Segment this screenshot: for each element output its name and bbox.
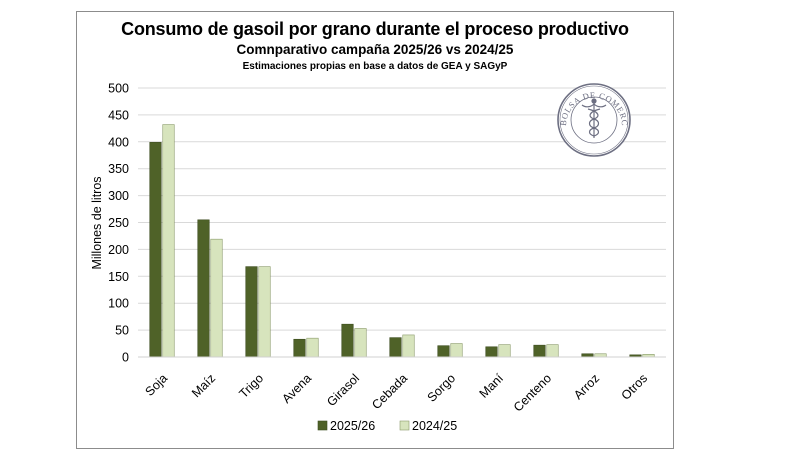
x-axis-ticks: Soja Maíz Trigo Avena Girasol Cebada Sorgo Maní… <box>143 371 651 415</box>
x-tick-label: Soja <box>143 371 171 399</box>
bar-2025-26-maní <box>485 346 498 358</box>
bar-2025-26-avena <box>293 338 306 358</box>
bar-2024-25-maíz <box>210 238 223 358</box>
x-tick-label: Sorgo <box>425 371 459 405</box>
chart-subtitle: Comnparativo campaña 2025/26 vs 2024/25 <box>236 42 514 57</box>
bar-2024-25-maní <box>498 344 511 358</box>
bar-2025-26-sorgo <box>437 345 450 358</box>
y-tick-label: 200 <box>108 243 129 257</box>
x-tick-label: Trigo <box>236 371 266 401</box>
bar-2025-26-girasol <box>341 323 354 358</box>
y-tick-label: 150 <box>108 270 129 284</box>
y-tick-label: 350 <box>108 162 129 176</box>
x-tick-label: Avena <box>279 371 314 406</box>
bar-2024-25-soja <box>162 124 175 358</box>
bar-2025-26-maíz <box>197 219 210 358</box>
bar-2024-25-sorgo <box>450 343 463 358</box>
y-tick-label: 400 <box>108 135 129 149</box>
y-tick-label: 0 <box>122 351 129 365</box>
x-tick-label: Otros <box>619 371 651 403</box>
x-tick-label: Arroz <box>571 371 602 402</box>
y-tick-label: 100 <box>108 297 129 311</box>
bar-2025-26-centeno <box>533 344 546 358</box>
legend-swatch-2025-26 <box>317 420 328 431</box>
x-tick-label: Cebada <box>369 371 410 412</box>
bar-2025-26-cebada <box>389 337 402 358</box>
bars <box>149 124 655 358</box>
seal-inner-ring <box>559 85 629 155</box>
legend: 2025/26 2024/25 <box>317 419 457 433</box>
seal-center-ring <box>570 96 618 144</box>
y-tick-label: 50 <box>115 324 129 338</box>
bar-2025-26-soja <box>149 142 162 358</box>
x-tick-label: Girasol <box>324 371 362 409</box>
legend-label-2025-26: 2025/26 <box>330 419 375 433</box>
y-tick-label: 450 <box>108 108 129 122</box>
gridlines <box>138 87 666 331</box>
y-axis-ticks: 0 50 100 150 200 250 300 350 400 450 500 <box>108 82 129 365</box>
bar-2024-25-girasol <box>354 328 367 358</box>
bar-2025-26-trigo <box>245 266 258 358</box>
legend-swatch-2024-25 <box>399 420 410 431</box>
chart-frame <box>76 11 674 449</box>
bar-2024-25-centeno <box>546 344 559 358</box>
x-tick-label: Maní <box>477 371 507 401</box>
chart-note: Estimaciones propias en base a datos de … <box>242 61 508 72</box>
y-axis-label: Millones de litros <box>90 176 104 269</box>
x-tick-label: Centeno <box>511 371 554 414</box>
chart-title: Consumo de gasoil por grano durante el p… <box>121 19 629 39</box>
bar-2024-25-avena <box>306 337 319 358</box>
y-tick-label: 250 <box>108 216 129 230</box>
bar-2024-25-cebada <box>402 334 415 358</box>
legend-label-2024-25: 2024/25 <box>412 419 457 433</box>
bolsa-comercio-seal: BOLSA DE COMERCIO DE ROSARIO <box>557 83 631 157</box>
bar-2024-25-trigo <box>258 266 271 358</box>
y-tick-label: 500 <box>108 82 129 96</box>
y-tick-label: 300 <box>108 189 129 203</box>
caduceus-icon <box>581 98 607 138</box>
x-tick-label: Maíz <box>189 371 218 400</box>
